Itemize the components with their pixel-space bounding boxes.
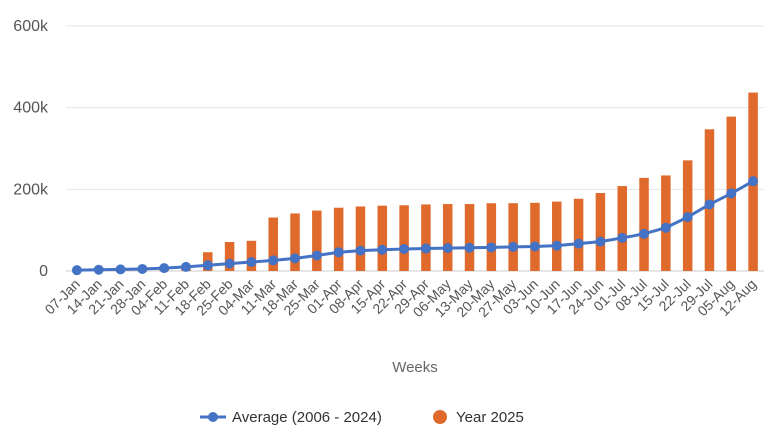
average-point[interactable] — [660, 222, 671, 233]
legend-item-average[interactable]: Average (2006 - 2024) — [200, 409, 382, 426]
average-point[interactable] — [355, 245, 366, 256]
y-tick-label: 200k — [13, 181, 49, 198]
average-point[interactable] — [573, 238, 584, 249]
average-point[interactable] — [290, 253, 301, 264]
legend-item-year-2025[interactable]: Year 2025 — [433, 409, 524, 426]
average-point[interactable] — [115, 264, 126, 275]
average-point[interactable] — [617, 232, 628, 243]
bar-year-2025[interactable] — [246, 240, 257, 271]
legend-label-year-2025: Year 2025 — [456, 409, 524, 426]
legend-marker-swatch — [208, 412, 218, 422]
average-point[interactable] — [311, 250, 322, 261]
y-tick-label: 0 — [39, 263, 48, 280]
legend-bar-swatch — [433, 410, 447, 424]
bar-year-2025[interactable] — [290, 213, 300, 271]
average-point[interactable] — [551, 240, 562, 251]
average-point[interactable] — [93, 264, 104, 275]
average-point[interactable] — [159, 263, 170, 274]
bar-year-2025[interactable] — [573, 198, 584, 271]
average-point[interactable] — [180, 261, 191, 272]
average-point[interactable] — [442, 243, 453, 254]
bar-year-2025[interactable] — [377, 205, 388, 271]
bar-year-2025[interactable] — [355, 206, 366, 271]
average-point[interactable] — [137, 263, 148, 274]
y-axis-ticks: 0 200k 400k 600k — [13, 18, 49, 280]
average-point[interactable] — [333, 247, 344, 258]
average-point[interactable] — [464, 242, 475, 253]
bar-year-2025[interactable] — [224, 242, 235, 271]
bar-year-2025[interactable] — [268, 217, 278, 271]
average-point[interactable] — [377, 244, 388, 255]
bar-year-2025[interactable] — [333, 207, 344, 271]
bar-year-2025[interactable] — [639, 177, 649, 271]
bar-year-2025[interactable] — [464, 204, 475, 271]
average-point[interactable] — [595, 236, 606, 247]
line-series — [71, 176, 759, 276]
x-axis-title: Weeks — [392, 359, 438, 376]
bar-year-2025[interactable] — [399, 205, 409, 271]
average-point[interactable] — [704, 199, 715, 210]
average-point[interactable] — [71, 265, 82, 276]
bar-year-2025[interactable] — [421, 204, 431, 271]
legend-label-average: Average (2006 - 2024) — [232, 409, 382, 426]
bar-year-2025[interactable] — [595, 193, 606, 271]
average-point[interactable] — [399, 243, 410, 254]
y-tick-label: 600k — [13, 18, 49, 35]
average-point[interactable] — [224, 258, 235, 269]
average-point[interactable] — [639, 228, 650, 239]
bar-year-2025[interactable] — [617, 186, 627, 271]
bar-year-2025[interactable] — [508, 203, 518, 271]
bar-year-2025[interactable] — [552, 201, 562, 271]
gridlines — [66, 25, 764, 272]
average-point[interactable] — [726, 188, 737, 199]
bar-year-2025[interactable] — [486, 203, 497, 271]
average-point[interactable] — [246, 257, 257, 268]
bar-year-2025[interactable] — [442, 204, 453, 271]
x-axis-ticks: 07-Jan14-Jan21-Jan28-Jan04-Feb11-Feb18-F… — [41, 276, 759, 321]
average-point[interactable] — [508, 241, 519, 252]
legend[interactable]: Average (2006 - 2024) Year 2025 — [200, 409, 524, 426]
average-point[interactable] — [529, 241, 540, 252]
average-point[interactable] — [268, 255, 279, 266]
bar-series — [72, 92, 758, 272]
average-point[interactable] — [202, 260, 213, 271]
average-point[interactable] — [748, 176, 759, 187]
average-point[interactable] — [682, 212, 693, 223]
average-line — [76, 179, 754, 272]
average-point[interactable] — [420, 243, 431, 254]
bar-year-2025[interactable] — [530, 202, 540, 271]
y-tick-label: 400k — [13, 100, 49, 117]
bar-year-2025[interactable] — [312, 210, 322, 271]
average-point[interactable] — [486, 242, 497, 253]
